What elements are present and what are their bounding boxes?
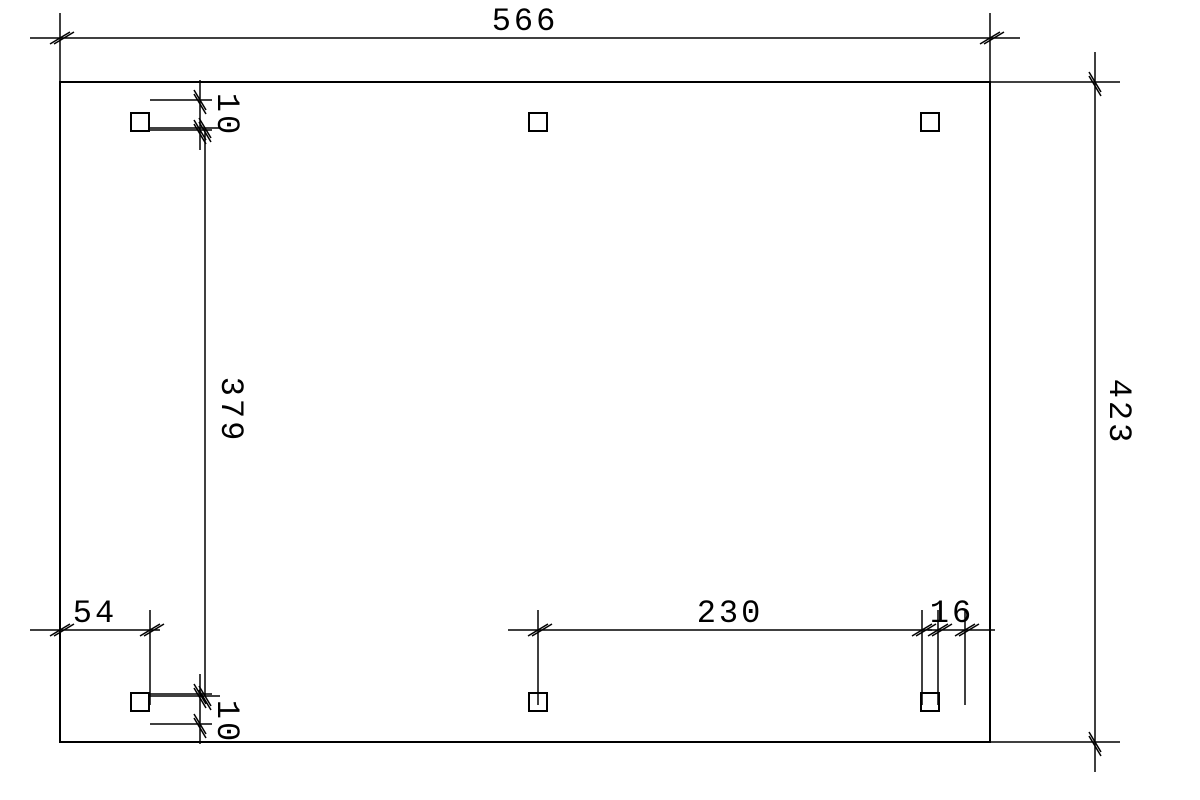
dimension-label: 10	[208, 700, 245, 744]
plan-outline	[60, 82, 990, 742]
dimension-label: 379	[212, 377, 249, 444]
post-marker-3	[131, 693, 149, 711]
post-marker-0	[131, 113, 149, 131]
post-marker-1	[529, 113, 547, 131]
post-marker-2	[921, 113, 939, 131]
dimension-label: 423	[1100, 379, 1137, 446]
technical-drawing: 566 423 379 54 230 16 10 10	[0, 0, 1200, 800]
dimension-label: 566	[492, 3, 559, 40]
post-marker-5	[921, 693, 939, 711]
dimension-label: 230	[697, 595, 764, 632]
dimension-label: 54	[73, 595, 117, 632]
dimension-label: 16	[930, 595, 974, 632]
dimension-label: 10	[208, 93, 245, 137]
